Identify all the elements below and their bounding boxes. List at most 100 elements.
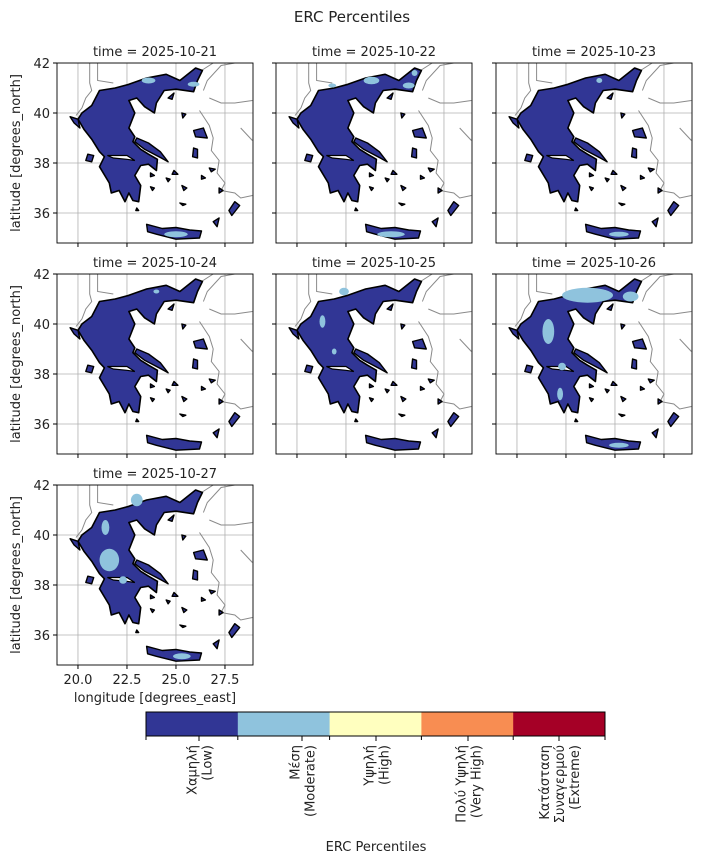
country-border <box>201 274 214 282</box>
gulf <box>107 154 136 162</box>
panel-title: time = 2025-10-22 <box>312 45 436 60</box>
map-panel: time = 2025-10-26 <box>492 256 693 458</box>
y-tick-label: 36 <box>33 418 50 433</box>
region-island <box>431 428 439 439</box>
region-island <box>400 323 406 330</box>
region-island <box>134 348 169 374</box>
moderate-area <box>558 362 566 371</box>
region-island <box>165 388 171 394</box>
region-island <box>427 167 435 173</box>
region-island <box>431 217 439 228</box>
moderate-area <box>331 348 337 355</box>
region-island <box>304 153 314 163</box>
region-island <box>149 608 156 614</box>
country-border <box>75 274 93 327</box>
region-island <box>386 92 394 101</box>
region-island <box>400 184 407 192</box>
region-island <box>639 385 646 391</box>
country-border <box>199 110 253 199</box>
moderate-area <box>141 77 156 84</box>
country-border <box>679 127 692 141</box>
y-axis-label: latitude [degrees_north] <box>9 74 24 232</box>
country-border <box>240 338 253 352</box>
y-tick-label: 38 <box>33 157 50 172</box>
colorbar-tick-label: (Moderate) <box>304 745 319 817</box>
region-island <box>179 413 187 418</box>
region-island <box>208 589 216 595</box>
region-island <box>573 348 608 374</box>
moderate-area <box>542 319 555 344</box>
region-island <box>149 397 156 403</box>
region-island <box>667 412 680 428</box>
y-axis-label: latitude [degrees_north] <box>9 285 24 443</box>
region-island <box>181 395 188 403</box>
region-island <box>667 200 680 217</box>
region-island <box>179 624 187 629</box>
region-island <box>200 174 207 180</box>
moderate-area <box>319 315 326 328</box>
region-island <box>584 434 642 451</box>
region-island <box>368 186 375 192</box>
country-border <box>459 338 472 352</box>
region-island <box>588 383 595 389</box>
country-border <box>209 308 253 315</box>
region-island <box>191 147 199 159</box>
colorbar-swatch <box>513 712 606 736</box>
region-island <box>191 569 199 581</box>
region-island <box>400 395 407 403</box>
region-island <box>390 169 398 176</box>
region-island <box>69 538 81 551</box>
map-panel: time = 2025-10-24 42 40 38 36 latitude [degre… <box>9 256 254 458</box>
colorbar-tick-label: (Low) <box>201 745 216 781</box>
region-island <box>411 338 427 350</box>
gulf <box>546 154 575 162</box>
region-island <box>228 200 241 217</box>
moderate-area <box>187 81 200 87</box>
region-island <box>437 187 443 194</box>
region-island <box>604 388 610 394</box>
country-border <box>648 308 692 315</box>
region-island <box>437 398 443 405</box>
map-content <box>57 63 253 243</box>
y-tick-label: 36 <box>33 207 50 222</box>
region-island <box>167 514 175 522</box>
country-border <box>640 63 653 71</box>
region-island <box>524 153 534 163</box>
region-island <box>657 398 663 405</box>
panel-title: time = 2025-10-24 <box>93 256 217 271</box>
moderate-area <box>130 493 143 507</box>
region-island <box>630 358 638 370</box>
figure-title: ERC Percentiles <box>294 8 410 26</box>
country-border <box>428 97 472 104</box>
region-mainland <box>77 67 204 203</box>
country-border <box>648 97 692 104</box>
country-border <box>316 63 333 84</box>
region-island <box>410 358 418 370</box>
region-island <box>573 137 608 163</box>
region-island <box>364 434 422 451</box>
moderate-area <box>363 76 380 85</box>
moderate-area <box>339 287 349 296</box>
region-island <box>135 629 140 634</box>
country-border <box>421 63 454 91</box>
region-island <box>620 184 627 192</box>
country-border <box>75 485 93 538</box>
region-island <box>427 378 435 384</box>
y-tick-label: 42 <box>33 57 50 72</box>
region-island <box>200 385 207 391</box>
region-mainland <box>516 278 643 414</box>
region-island <box>447 200 460 217</box>
y-tick-label: 38 <box>33 368 50 383</box>
region-island <box>588 186 595 192</box>
x-tick-label: 27.5 <box>210 673 239 688</box>
colorbar-tick-label: (Extreme) <box>568 745 583 810</box>
country-border <box>97 274 114 295</box>
x-tick-label: 20.0 <box>63 673 92 688</box>
region-island <box>384 388 390 394</box>
country-border <box>418 321 472 410</box>
moderate-area <box>173 653 191 660</box>
moderate-area <box>164 231 188 238</box>
region-island <box>208 378 216 384</box>
colorbar-swatch <box>421 712 514 736</box>
